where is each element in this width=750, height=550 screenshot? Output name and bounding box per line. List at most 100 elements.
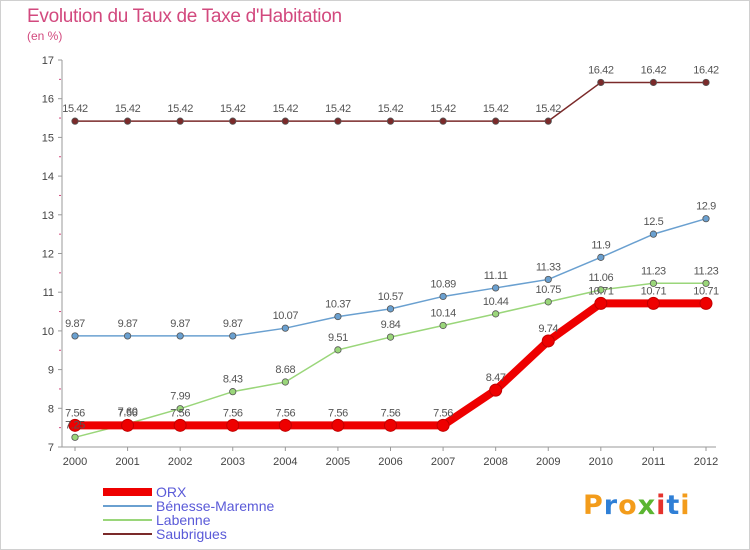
data-label: 9.87	[170, 318, 190, 330]
y-tick-label: 14	[42, 171, 54, 183]
data-label: 9.74	[538, 323, 558, 335]
data-point	[176, 405, 184, 413]
data-point	[334, 117, 342, 125]
series-line-Saubrigues	[74, 81, 707, 122]
data-label: 7.99	[170, 391, 190, 403]
data-label: 11.06	[588, 272, 613, 284]
x-tick-label: 2002	[168, 456, 192, 468]
data-label: 7.56	[275, 407, 295, 419]
legend-label: Labenne	[156, 512, 211, 528]
data-label: 7.56	[328, 407, 348, 419]
data-label: 10.37	[325, 299, 351, 311]
logo-letter: i	[656, 490, 667, 521]
data-point	[649, 230, 658, 238]
data-point	[281, 378, 289, 386]
y-tick-label: 13	[42, 210, 54, 222]
data-label: 10.75	[535, 284, 561, 296]
data-point	[71, 332, 79, 340]
data-point	[489, 383, 503, 397]
data-point	[544, 275, 552, 284]
data-label: 16.42	[588, 64, 614, 76]
data-point	[492, 117, 500, 125]
data-point	[176, 117, 184, 125]
data-label: 7.56	[65, 407, 85, 419]
y-tick-label: 9	[48, 365, 54, 377]
data-label: 11.9	[591, 239, 610, 251]
data-point	[334, 312, 342, 321]
data-point	[439, 117, 447, 125]
data-point	[229, 117, 237, 125]
data-point	[544, 117, 552, 125]
data-label: 7.25	[65, 419, 85, 431]
data-label: 9.51	[328, 332, 348, 344]
data-label: 11.23	[641, 265, 666, 277]
data-point	[71, 433, 79, 441]
data-label: 7.56	[170, 407, 190, 419]
x-tick-label: 2011	[642, 456, 666, 468]
data-label: 7.56	[381, 407, 401, 419]
proxiti-logo: Proxiti	[583, 490, 691, 521]
data-label: 15.42	[535, 103, 561, 115]
data-point	[173, 418, 187, 432]
data-point	[541, 334, 555, 348]
data-label: 10.71	[641, 285, 667, 297]
data-label: 7.60	[118, 406, 138, 418]
x-tick-label: 2010	[589, 456, 613, 468]
y-tick-label: 15	[42, 132, 54, 144]
data-label: 11.11	[484, 270, 508, 282]
data-point	[594, 296, 608, 310]
logo-letter: r	[603, 490, 619, 521]
data-point	[334, 346, 342, 354]
data-point	[439, 321, 447, 330]
data-point	[702, 215, 710, 223]
y-tick-label: 11	[43, 287, 54, 299]
data-label: 9.87	[223, 318, 243, 330]
y-tick-label: 16	[42, 94, 54, 106]
data-label: 9.87	[65, 318, 85, 330]
data-point	[646, 296, 660, 310]
legend-label: Bénesse-Maremne	[156, 498, 274, 514]
data-label: 10.44	[483, 296, 509, 308]
data-label: 8.68	[275, 364, 295, 376]
data-point	[544, 298, 552, 306]
x-tick-label: 2004	[273, 456, 297, 468]
data-label: 10.71	[693, 285, 719, 297]
x-tick-label: 2000	[63, 456, 87, 468]
data-point	[699, 296, 713, 310]
chart-axes: 7 8 9 10 11 12 13 14 15 16 17 2000 2001 2002 2003 2004 2…	[42, 55, 718, 468]
logo-letter: x	[637, 490, 657, 521]
data-label: 12.5	[644, 216, 664, 228]
chart-subtitle: (en %)	[27, 29, 63, 43]
data-label: 15.42	[430, 103, 456, 115]
data-point	[226, 418, 240, 432]
logo-letter: t	[666, 490, 681, 521]
x-tick-label: 2012	[694, 456, 718, 468]
data-point	[123, 117, 132, 125]
series-layer	[68, 78, 713, 441]
y-tick-label: 17	[42, 55, 54, 67]
data-point	[649, 78, 658, 87]
logo-letter: o	[618, 490, 638, 521]
x-tick-label: 2007	[431, 456, 455, 468]
data-point	[281, 324, 289, 332]
data-label: 15.42	[378, 103, 404, 115]
data-point	[71, 117, 79, 125]
data-label: 10.07	[273, 310, 299, 322]
data-label: 12.9	[696, 201, 716, 213]
data-label: 15.42	[167, 103, 193, 115]
data-point	[386, 305, 395, 313]
data-point	[439, 292, 447, 301]
data-point	[386, 333, 395, 341]
data-label: 8.47	[486, 372, 506, 384]
data-label: 10.57	[378, 291, 404, 303]
data-labels-layer: 15.42 15.42 15.42 15.42 15.42 15.42 15.42 15.42…	[62, 64, 719, 431]
data-label: 16.42	[641, 64, 667, 76]
x-tick-label: 2003	[221, 456, 245, 468]
data-label: 7.56	[223, 407, 243, 419]
data-point	[597, 253, 605, 261]
data-point	[436, 418, 450, 432]
data-label: 7.56	[433, 407, 453, 419]
legend-label: Saubrigues	[156, 526, 227, 542]
